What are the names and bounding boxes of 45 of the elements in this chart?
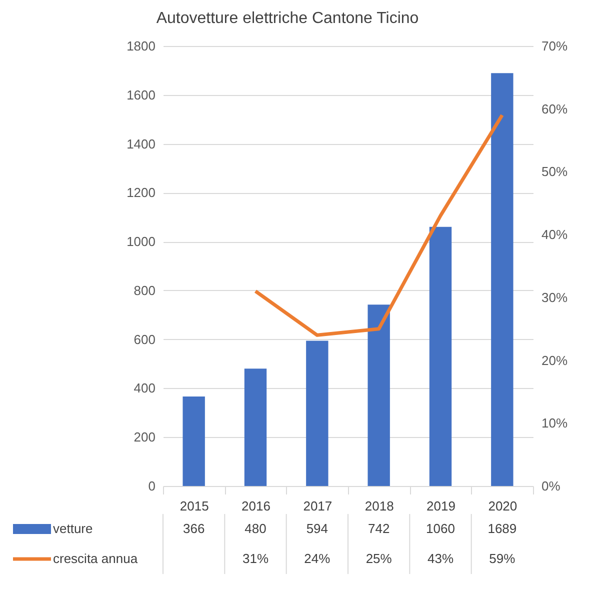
bar	[182, 396, 205, 486]
data-label: 742	[368, 521, 390, 536]
data-label: 366	[182, 521, 205, 536]
y2-tick-label: 0%	[542, 478, 561, 494]
data-label: 24%	[304, 551, 331, 566]
y2-tick-label: 70%	[542, 38, 568, 54]
y2-tick-label: 30%	[542, 290, 568, 305]
data-label: 31%	[242, 551, 269, 566]
x-tick-label: 2015	[180, 498, 209, 514]
y-tick-label: 1200	[126, 185, 156, 200]
y-tick-label: 1600	[126, 87, 156, 102]
y-tick-label: 1800	[126, 38, 156, 54]
data-label: 59%	[489, 551, 516, 566]
bar	[491, 73, 514, 486]
legend-label: crescita annua	[53, 551, 138, 566]
x-tick-label: 2018	[364, 498, 394, 514]
y-tick-label: 200	[134, 430, 156, 445]
x-tick-label: 2019	[426, 498, 456, 514]
y-tick-label: 1000	[126, 234, 156, 250]
chart-title: Autovetture elettriche Cantone Ticino	[156, 10, 419, 27]
data-label: 43%	[427, 551, 454, 566]
bar	[306, 340, 328, 486]
x-tick-label: 2016	[242, 498, 270, 514]
y-tick-label: 0	[148, 478, 156, 494]
legend-label: vetture	[53, 521, 93, 536]
y2-tick-label: 40%	[542, 227, 568, 242]
y2-tick-label: 60%	[542, 101, 568, 116]
line-series	[254, 113, 504, 337]
data-label: 594	[306, 521, 328, 536]
y-tick-label: 600	[134, 332, 156, 347]
y-tick-label: 1400	[126, 136, 156, 152]
data-label: 480	[244, 521, 266, 536]
y2-tick-label: 50%	[542, 164, 568, 180]
y-tick-label: 800	[134, 282, 156, 298]
y2-tick-label: 20%	[542, 352, 568, 368]
y-tick-label: 400	[134, 380, 156, 396]
bar	[244, 368, 267, 486]
x-tick-label: 2017	[303, 498, 332, 514]
y2-tick-label: 10%	[542, 416, 568, 431]
data-label: 25%	[366, 551, 392, 566]
data-label: 1689	[488, 521, 517, 536]
x-tick-label: 2020	[488, 498, 518, 514]
bar	[368, 304, 390, 486]
bar	[429, 226, 452, 486]
data-label: 1060	[426, 521, 455, 536]
